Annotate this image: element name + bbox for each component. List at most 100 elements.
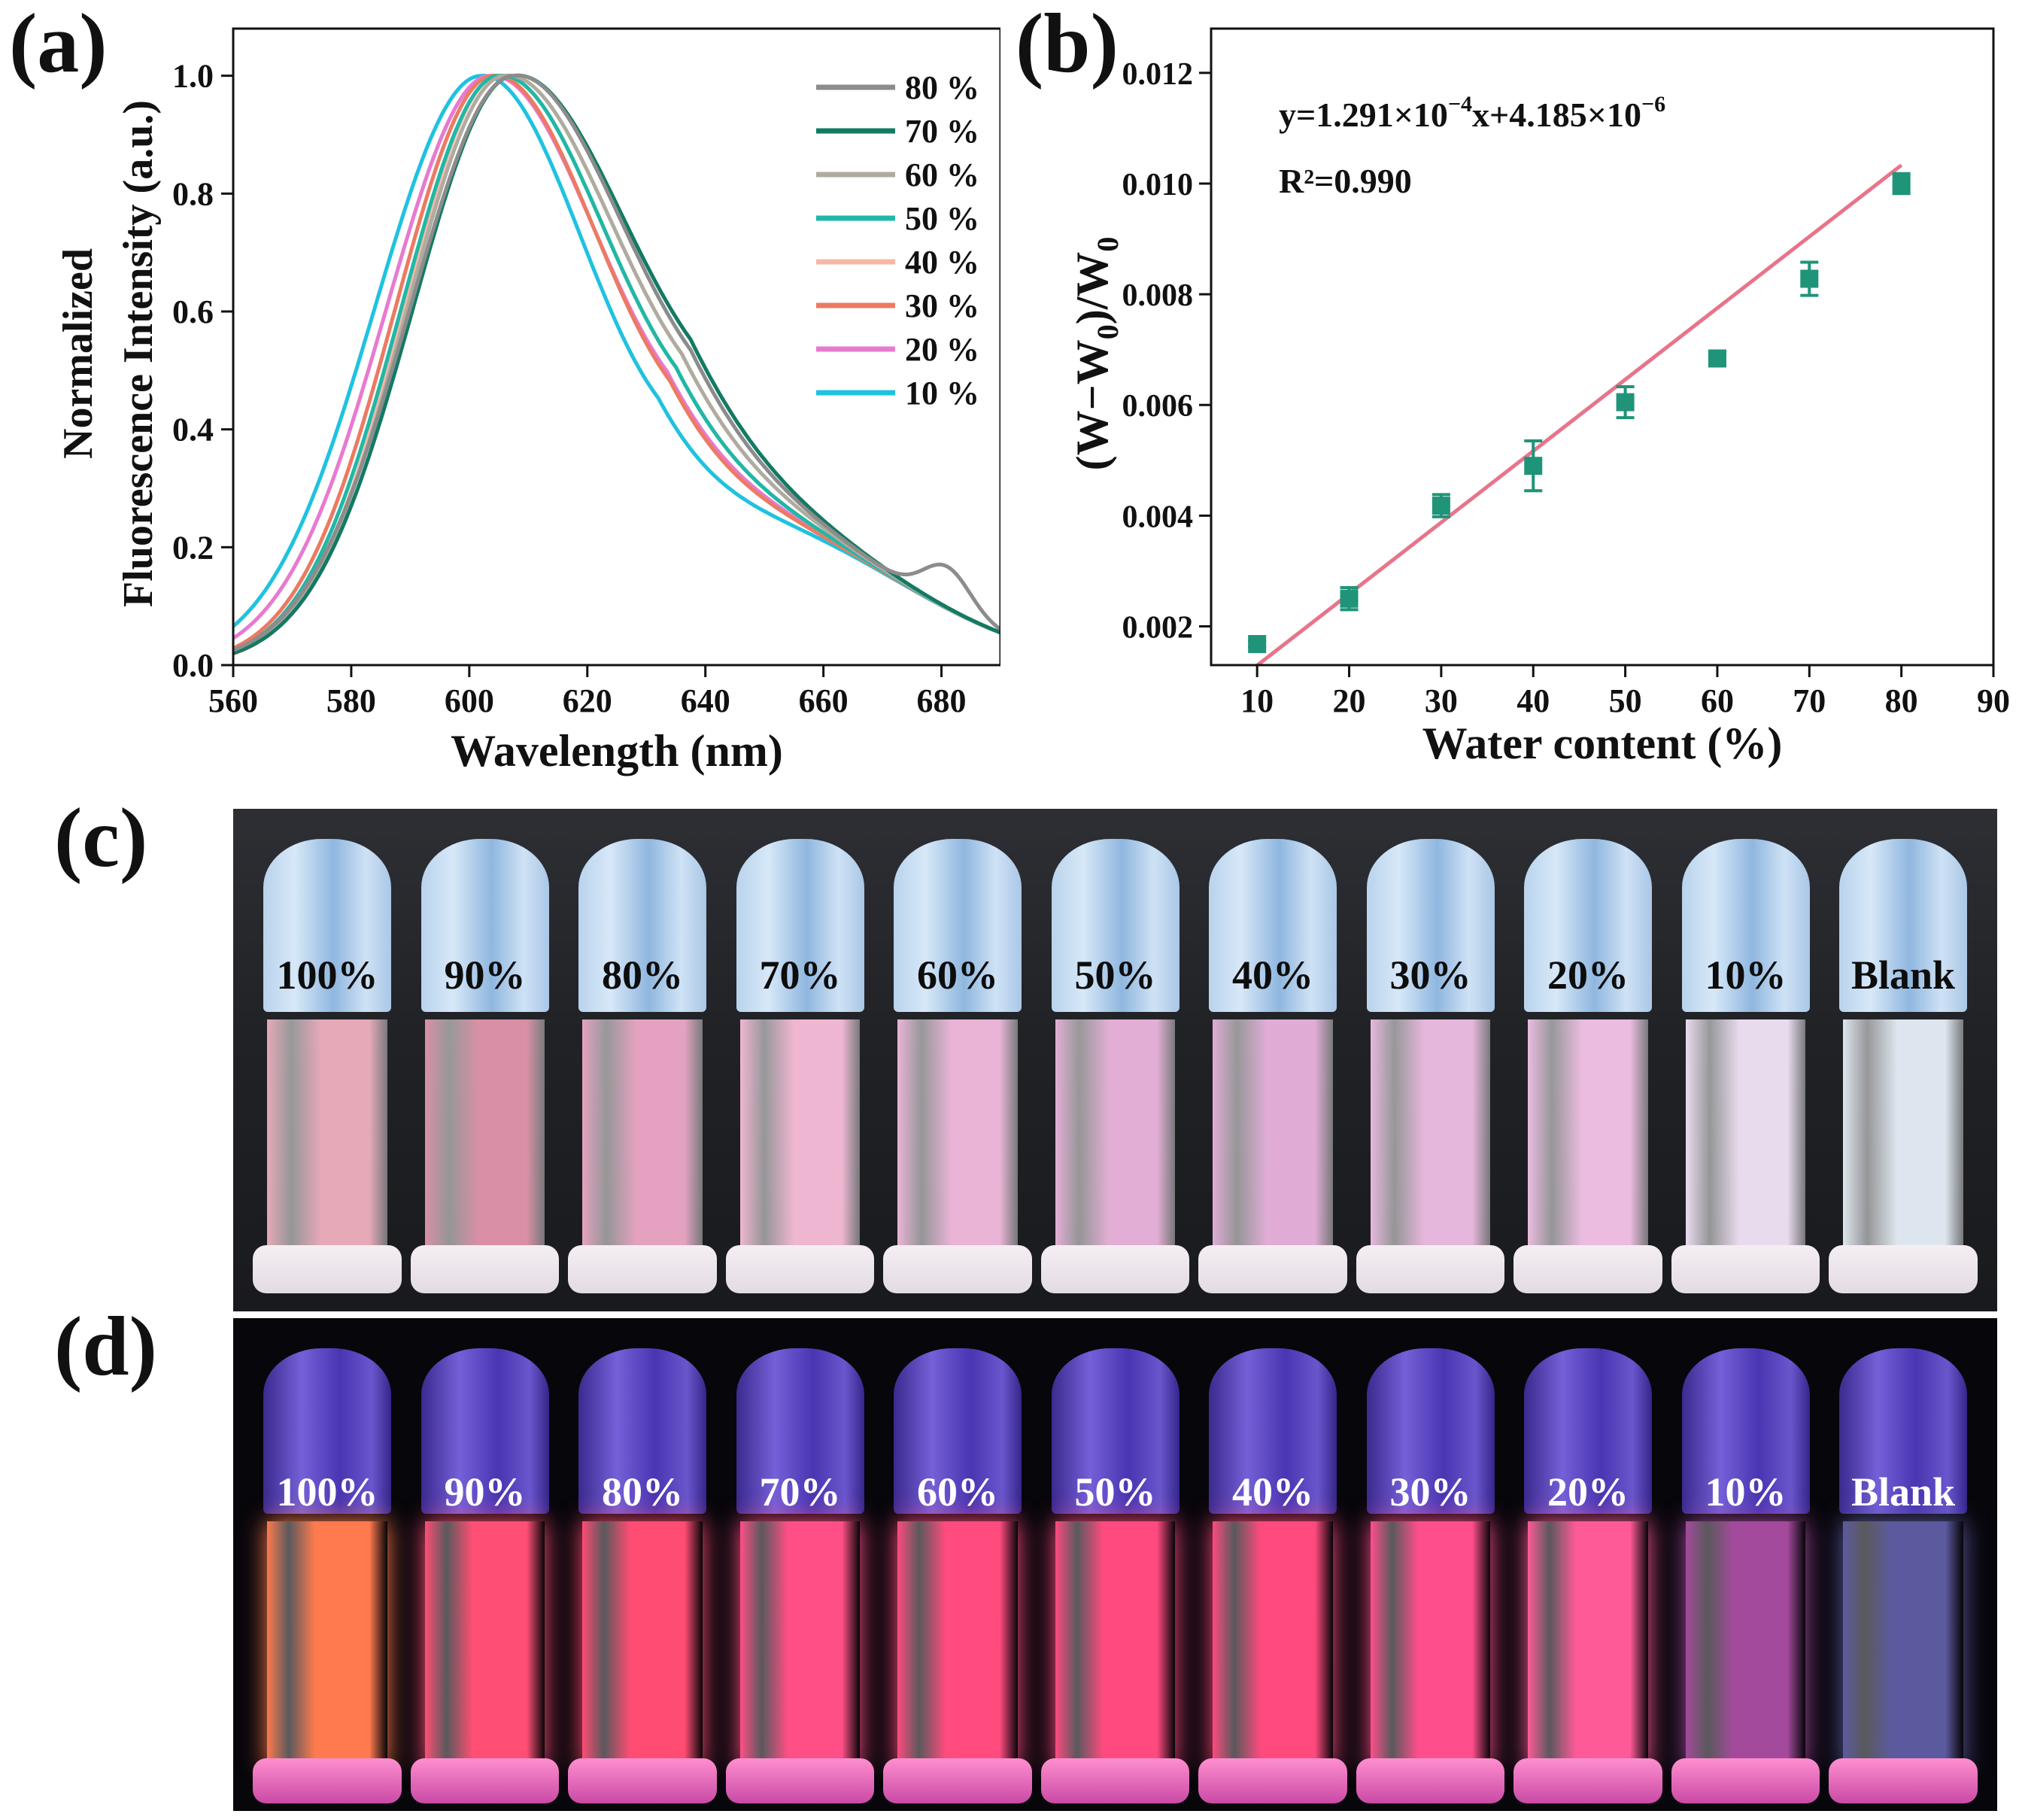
- vial-label: 10%: [1705, 1469, 1787, 1515]
- chart-a-x-tick-label: 600: [445, 682, 494, 719]
- panel-label-b: (b): [1016, 0, 1119, 90]
- chart-b-y-tick-label: 0.002: [1122, 611, 1194, 646]
- chart-b-x-tick-label: 90: [1977, 682, 2010, 719]
- chart-b-equation-prefix: y=1.291×10: [1279, 96, 1448, 134]
- chart-b-data-point: [1340, 589, 1359, 608]
- vial-base: [568, 1245, 717, 1293]
- vial-liquid: [1213, 1521, 1333, 1770]
- vial-label: 50%: [1074, 953, 1156, 998]
- chart-b-x-tick-label: 70: [1793, 682, 1826, 719]
- vial-base: [1513, 1245, 1662, 1293]
- chart-a-y-tick-label: 0.4: [172, 412, 214, 448]
- vial-base: [1356, 1758, 1505, 1803]
- vial: 100%: [253, 839, 402, 1298]
- vial: 80%: [568, 839, 717, 1298]
- chart-b-r-squared: R²=0.990: [1279, 162, 1412, 200]
- chart-a-legend-label: 80 %: [905, 69, 979, 106]
- chart-b-y-axis-label-sub1: 0: [1091, 324, 1125, 339]
- vial-cap: [578, 1348, 706, 1514]
- chart-b-water-content-fit: 10 20 30 40 50 60 70 80 90 0.002 0.004 0.006 0.008 0.…: [1067, 27, 2010, 768]
- chart-a-fluorescence-spectra: 560 580 600 620 640 660 6800.00.20.40.60.81.0 …: [55, 27, 1000, 776]
- vial-base: [725, 1758, 875, 1803]
- vial: 20%: [1513, 839, 1662, 1298]
- vial-liquid: [1528, 1019, 1648, 1260]
- vial-liquid: [267, 1019, 387, 1260]
- vial-base: [1513, 1758, 1662, 1803]
- vial-label: 80%: [602, 1469, 683, 1515]
- vial-cap: [894, 1348, 1022, 1514]
- vial: 50%: [1040, 839, 1190, 1298]
- vial-cap: [1366, 839, 1495, 1012]
- vial-liquid: [267, 1521, 387, 1770]
- vial: 20%: [1513, 1348, 1662, 1807]
- vial-label: 30%: [1389, 953, 1471, 998]
- photo-d-uv-vials: 100% 90% 80% 70% 60% 50% 40% 30% 20% 10% Blank: [233, 1318, 1997, 1811]
- vial-base: [1671, 1758, 1820, 1803]
- vial-base: [1040, 1245, 1190, 1293]
- chart-b-equation-exp1: −4: [1448, 92, 1472, 117]
- chart-a-frame: [232, 27, 1000, 667]
- vial: 40%: [1198, 1348, 1347, 1807]
- vial: 60%: [883, 839, 1032, 1298]
- vial-cap: [263, 1348, 391, 1514]
- vial: 80%: [568, 1348, 717, 1807]
- vial-base: [1671, 1245, 1820, 1293]
- vial-liquid: [582, 1521, 703, 1770]
- chart-a-legend-label: 20 %: [905, 331, 979, 368]
- chart-a-y-tick-label: 0.0: [172, 647, 214, 684]
- chart-a-y-axis-label-line1: Normalized: [55, 248, 102, 459]
- chart-b-y-tick-label: 0.010: [1122, 168, 1194, 202]
- vial-cap: [1366, 1348, 1495, 1514]
- chart-b-data-point: [1248, 635, 1267, 654]
- vial-liquid: [1685, 1521, 1806, 1770]
- chart-b-x-tick-label: 30: [1425, 682, 1458, 719]
- chart-b-data-point: [1524, 457, 1543, 476]
- vial-label: 30%: [1389, 1469, 1471, 1515]
- vial-label: 10%: [1705, 953, 1787, 998]
- vial-label: 90%: [444, 1469, 526, 1515]
- photo-c-daylight-vials: 100% 90% 80% 70% 60% 50% 40% 30% 20% 10% Blank: [233, 809, 1997, 1311]
- chart-a-series-line: [232, 73, 1000, 652]
- chart-b-y-axis-label: (W−W0)/W0: [1067, 237, 1125, 471]
- vial-label: 70%: [759, 953, 841, 998]
- vial: 90%: [410, 1348, 560, 1807]
- vial: Blank: [1829, 839, 1978, 1298]
- vial: 50%: [1040, 1348, 1190, 1807]
- vial-cap: [420, 1348, 549, 1514]
- vial-cap: [420, 839, 549, 1012]
- vial-base: [1040, 1758, 1190, 1803]
- vial-label: 40%: [1232, 953, 1313, 998]
- vial-label: 60%: [917, 953, 998, 998]
- chart-b-x-tick-label: 60: [1701, 682, 1734, 719]
- chart-b-y-tick-label: 0.008: [1122, 278, 1194, 313]
- chart-a-legend-label: 70 %: [905, 113, 979, 150]
- vial-liquid: [1055, 1521, 1176, 1770]
- chart-b-equation-middle: x+4.185×10: [1472, 96, 1641, 134]
- chart-b-x-tick-label: 80: [1885, 682, 1918, 719]
- chart-a-legend-label: 10 %: [905, 375, 979, 412]
- vial-liquid: [1843, 1521, 1963, 1770]
- vial-cap: [578, 839, 706, 1012]
- chart-a-x-tick-label: 580: [326, 682, 376, 719]
- chart-b-fit-line: [1255, 163, 1903, 667]
- vial-cap: [1839, 1348, 1967, 1514]
- chart-b-y-tick-label: 0.006: [1122, 389, 1194, 424]
- chart-b-y-axis-label-sub2: 0: [1091, 237, 1125, 252]
- vial-base: [883, 1758, 1032, 1803]
- vial-label: Blank: [1850, 953, 1956, 998]
- panel-label-a: (a): [9, 0, 108, 90]
- vial-label: 20%: [1547, 1469, 1629, 1515]
- vial-base: [253, 1245, 402, 1293]
- vial-cap: [1209, 1348, 1337, 1514]
- chart-b-x-tick-label: 40: [1517, 682, 1550, 719]
- vial-liquid: [1055, 1019, 1176, 1260]
- vial-cap: [1681, 1348, 1810, 1514]
- vial-liquid: [1843, 1019, 1963, 1260]
- chart-b-x-tick-label: 50: [1609, 682, 1642, 719]
- vial-base: [1198, 1758, 1347, 1803]
- vial-label: 20%: [1547, 953, 1629, 998]
- vial-liquid: [897, 1019, 1018, 1260]
- vial-base: [883, 1245, 1032, 1293]
- chart-b-equation-exp2: −6: [1641, 92, 1665, 117]
- vial-liquid: [897, 1521, 1018, 1770]
